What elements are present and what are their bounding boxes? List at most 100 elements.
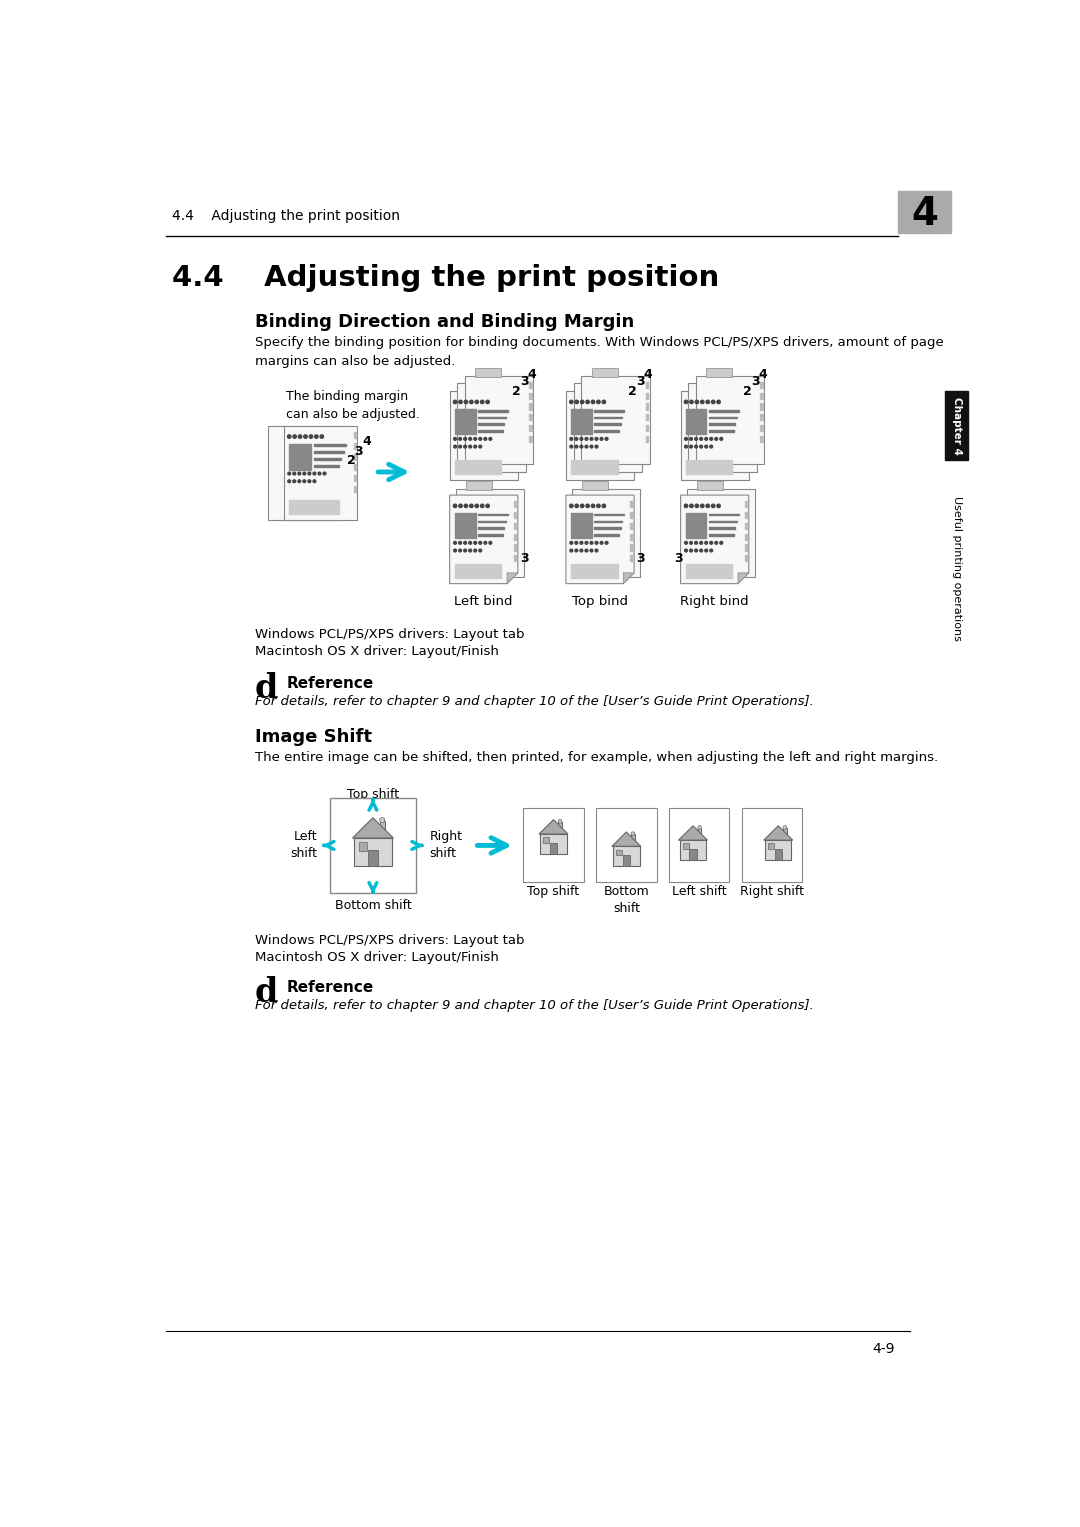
Bar xyxy=(313,466,339,467)
Bar xyxy=(455,461,501,475)
Bar xyxy=(276,426,350,519)
Circle shape xyxy=(478,542,482,544)
Circle shape xyxy=(600,438,603,440)
Text: 4.4    Adjusting the print position: 4.4 Adjusting the print position xyxy=(172,209,401,223)
Bar xyxy=(745,429,747,435)
Circle shape xyxy=(590,446,593,447)
Circle shape xyxy=(303,479,306,483)
Bar xyxy=(613,846,639,866)
Circle shape xyxy=(605,542,608,544)
Bar xyxy=(745,556,747,562)
Bar xyxy=(638,443,640,449)
Bar xyxy=(529,435,531,441)
Bar xyxy=(529,414,531,420)
Circle shape xyxy=(380,817,384,823)
Polygon shape xyxy=(352,818,393,838)
Bar xyxy=(289,501,339,515)
Polygon shape xyxy=(623,573,634,583)
Circle shape xyxy=(569,400,573,403)
Circle shape xyxy=(603,400,606,403)
Circle shape xyxy=(698,826,701,829)
Text: Right
shift: Right shift xyxy=(430,831,462,860)
Bar xyxy=(550,843,557,854)
Polygon shape xyxy=(680,495,748,583)
Bar xyxy=(631,408,633,414)
Text: 4: 4 xyxy=(912,195,939,234)
Circle shape xyxy=(685,400,688,403)
Text: The binding margin
can also be adjusted.: The binding margin can also be adjusted. xyxy=(286,389,420,420)
Circle shape xyxy=(700,542,702,544)
Text: The entire image can be shifted, then printed, for example, when adjusting the l: The entire image can be shifted, then pr… xyxy=(255,751,939,764)
Circle shape xyxy=(464,400,468,403)
Bar xyxy=(514,397,516,403)
Bar xyxy=(745,440,747,446)
Bar xyxy=(456,489,524,577)
Bar xyxy=(477,527,504,530)
Bar xyxy=(455,513,475,538)
Circle shape xyxy=(288,479,291,483)
Circle shape xyxy=(694,438,698,440)
Polygon shape xyxy=(507,573,517,583)
Circle shape xyxy=(710,542,713,544)
Text: Right bind: Right bind xyxy=(680,596,750,608)
Circle shape xyxy=(717,504,720,507)
Circle shape xyxy=(470,504,473,507)
Circle shape xyxy=(685,438,687,440)
Circle shape xyxy=(783,826,786,829)
Circle shape xyxy=(558,820,562,823)
Circle shape xyxy=(700,438,702,440)
Circle shape xyxy=(318,472,321,475)
Text: Windows PCL/PS/XPS drivers: Layout tab: Windows PCL/PS/XPS drivers: Layout tab xyxy=(255,935,525,947)
Circle shape xyxy=(696,400,699,403)
Bar xyxy=(686,409,706,434)
Circle shape xyxy=(710,550,713,551)
Circle shape xyxy=(293,479,296,483)
Bar xyxy=(514,450,516,458)
Bar xyxy=(753,411,755,417)
Bar xyxy=(899,191,951,234)
Circle shape xyxy=(463,438,467,440)
Circle shape xyxy=(700,550,702,551)
Circle shape xyxy=(585,542,588,544)
Text: Macintosh OS X driver: Layout/Finish: Macintosh OS X driver: Layout/Finish xyxy=(255,646,499,658)
Bar xyxy=(708,513,739,516)
Bar xyxy=(753,432,755,438)
Circle shape xyxy=(631,832,635,835)
Bar xyxy=(708,431,734,432)
Circle shape xyxy=(298,435,301,438)
Circle shape xyxy=(481,504,484,507)
Bar xyxy=(592,368,618,377)
Bar xyxy=(522,432,524,438)
Bar xyxy=(687,489,755,577)
Circle shape xyxy=(590,542,593,544)
Bar xyxy=(697,376,765,464)
Text: 2: 2 xyxy=(743,385,752,397)
Bar xyxy=(581,376,649,464)
Circle shape xyxy=(575,438,578,440)
Bar xyxy=(566,391,634,479)
Circle shape xyxy=(701,400,704,403)
Bar xyxy=(691,383,717,392)
Bar xyxy=(582,481,608,490)
Bar xyxy=(477,534,503,536)
Bar xyxy=(594,521,622,522)
Circle shape xyxy=(478,438,482,440)
Bar xyxy=(571,409,592,434)
Bar xyxy=(760,403,762,409)
Bar xyxy=(455,409,475,434)
Bar xyxy=(353,464,356,470)
Bar xyxy=(631,397,633,403)
Bar xyxy=(745,501,747,507)
Bar xyxy=(571,461,618,475)
Circle shape xyxy=(575,400,579,403)
Circle shape xyxy=(288,472,291,475)
Bar xyxy=(465,376,534,464)
Circle shape xyxy=(569,504,573,507)
Circle shape xyxy=(585,446,588,447)
Bar xyxy=(689,849,697,860)
Text: Left
shift: Left shift xyxy=(291,831,318,860)
Circle shape xyxy=(705,438,707,440)
Bar xyxy=(330,797,416,893)
Circle shape xyxy=(720,438,723,440)
Circle shape xyxy=(595,542,598,544)
